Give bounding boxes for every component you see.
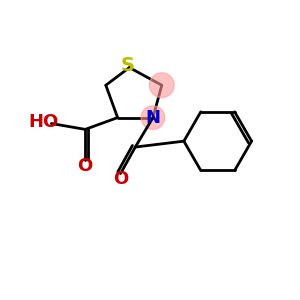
Circle shape xyxy=(149,73,174,98)
Text: O: O xyxy=(78,157,93,175)
Text: HO: HO xyxy=(29,113,59,131)
Text: N: N xyxy=(146,109,160,127)
Text: O: O xyxy=(113,170,128,188)
Circle shape xyxy=(141,106,165,129)
Text: S: S xyxy=(121,56,135,75)
